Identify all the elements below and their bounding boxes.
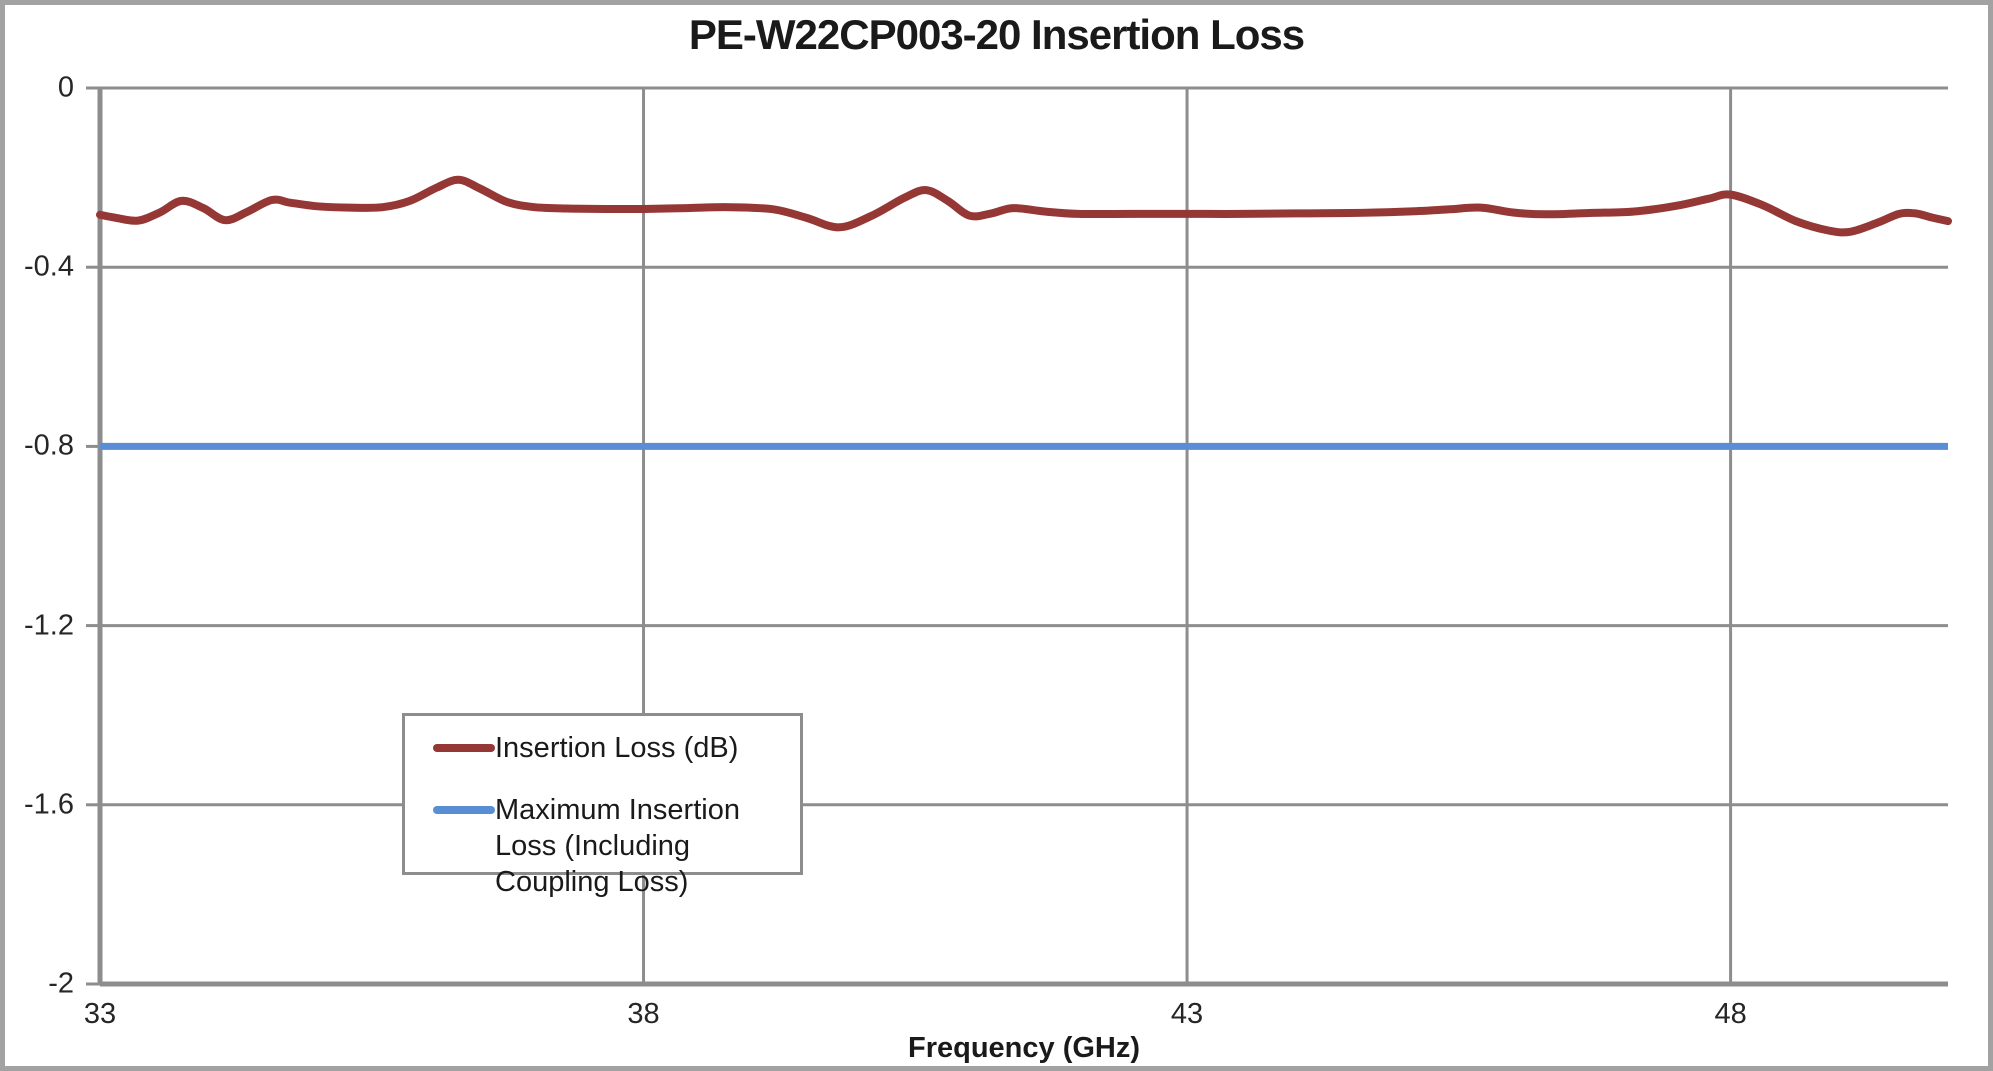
y-axis-tick-label: -1.6 (24, 788, 74, 821)
y-axis-tick-label: -1.2 (24, 609, 74, 642)
legend-item-insertion-loss: Insertion Loss (dB) (433, 730, 800, 766)
plot-area (86, 86, 1952, 987)
y-axis-tick-label: -0.4 (24, 250, 74, 283)
y-axis-tick-label: -2 (48, 967, 74, 1000)
x-axis-title: Frequency (GHz) (907, 1032, 1141, 1064)
x-axis-tick-label: 48 (1714, 998, 1747, 1030)
x-axis-tick-label: 33 (83, 998, 117, 1030)
legend-item-max-insertion-loss: Maximum Insertion Loss (Including Coupli… (433, 792, 800, 900)
y-axis-tick-label: -0.8 (24, 429, 74, 462)
y-axis-tick-label: 0 (57, 71, 74, 104)
legend-swatch-max-insertion-loss (433, 806, 495, 814)
chart-title: PE-W22CP003-20 Insertion Loss (688, 11, 1305, 58)
legend: Insertion Loss (dB) Maximum Insertion Lo… (402, 713, 803, 898)
legend-swatch-insertion-loss (433, 744, 495, 752)
x-axis-tick-label: 43 (1170, 998, 1204, 1030)
insertion-loss-line (96, 175, 1952, 237)
legend-label-max-insertion-loss: Maximum Insertion Loss (Including Coupli… (495, 794, 740, 898)
x-axis-tick-label: 38 (627, 998, 660, 1030)
legend-label-insertion-loss: Insertion Loss (dB) (495, 732, 739, 764)
